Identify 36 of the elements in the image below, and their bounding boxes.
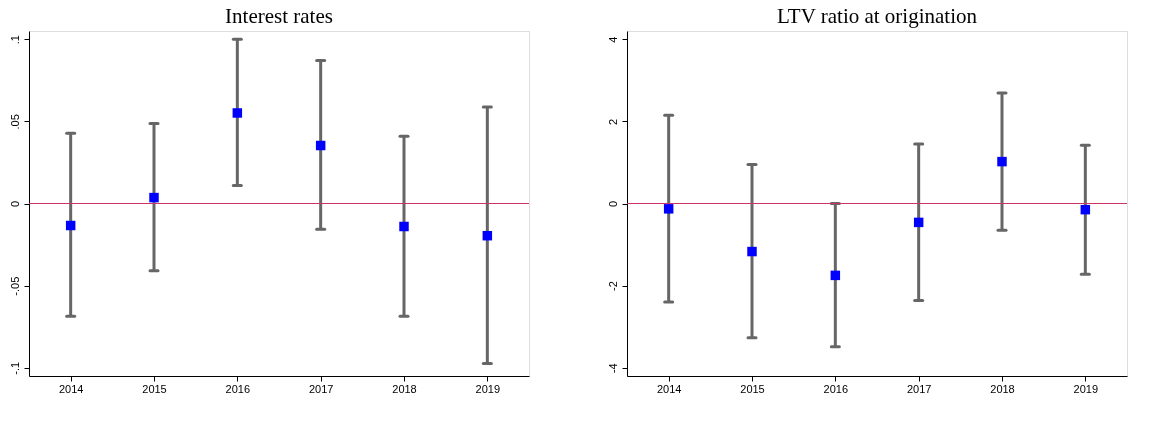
x-tick-label: 2015 [142,382,167,395]
y-tick-label: 0 [606,200,619,208]
point [65,220,76,231]
chart-title: Interest rates [225,4,333,28]
point [232,108,243,118]
x-tick-label: 2014 [58,382,84,395]
y-tick-label: 4 [606,36,619,43]
x-tick-label: 2018 [392,382,417,395]
point [830,270,841,281]
point [913,217,924,228]
x-tick-label: 2019 [475,382,501,395]
y-tick-label: -.05 [8,276,21,296]
x-tick-label: 2017 [906,382,932,395]
x-tick-label: 2014 [656,382,682,395]
point [747,246,757,257]
x-tick-label: 2016 [823,382,849,395]
y-tick-label: .05 [8,114,21,130]
y-tick-label: .1 [8,35,21,45]
point [482,230,493,241]
point [997,156,1007,167]
point [1080,204,1091,215]
x-tick-label: 2015 [740,382,765,395]
x-tick-label: 2018 [990,382,1015,395]
x-tick-label: 2019 [1073,382,1099,395]
point [399,221,409,232]
y-tick-label: 2 [606,118,619,125]
y-tick-label: -2 [606,281,619,292]
y-tick-label: -4 [606,363,619,374]
x-tick-label: 2017 [308,382,334,395]
point [315,140,326,151]
y-tick-label: 0 [8,200,21,208]
point [149,192,159,203]
x-tick-label: 2016 [225,382,251,395]
chart-title: LTV ratio at origination [776,4,978,28]
point [663,204,674,214]
y-tick-label: -.1 [8,361,21,375]
